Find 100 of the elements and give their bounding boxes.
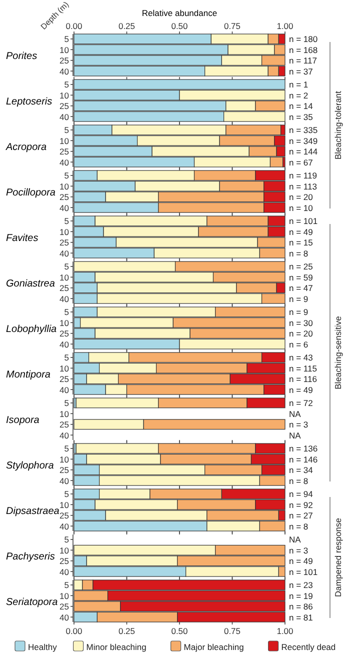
text: n = 43: [289, 352, 313, 363]
y-tick-label: 25: [60, 374, 70, 384]
text: n = 115: [289, 363, 317, 374]
text: Goniastrea: [6, 278, 56, 290]
text: n = 1: [289, 80, 308, 90]
text: n = 8: [289, 521, 308, 532]
x-tick-label: 0.25: [118, 21, 136, 31]
text: Montipora: [6, 370, 51, 380]
legend-item: Recently dead: [268, 640, 336, 652]
y-tick-label: 40: [60, 248, 70, 258]
text: n = 9: [289, 294, 308, 304]
y-tick-label: 40: [60, 430, 70, 440]
x-tick-label: 0.50: [171, 626, 188, 636]
x-tick-label: 0.00: [66, 21, 83, 31]
text: n = 34: [289, 465, 313, 476]
text: Acropora: [5, 142, 48, 153]
x-tick-label: 0.75: [224, 21, 241, 31]
text: n = 15: [289, 238, 313, 248]
y-tick-label: 5: [64, 125, 70, 136]
text: Favites: [6, 233, 38, 244]
y-tick-label: 25: [60, 283, 70, 294]
text: n = 25: [289, 262, 313, 272]
text: n = 81: [289, 612, 313, 622]
y-tick-label: 25: [60, 56, 70, 66]
y-tick-label: 40: [60, 157, 70, 168]
y-tick-label: 10: [60, 363, 70, 374]
text: n = 2: [289, 90, 308, 100]
y-tick-label: 5: [64, 489, 70, 500]
text: Pachyseris: [6, 552, 55, 562]
text: n = 49: [289, 384, 313, 395]
y-tick-label: 40: [60, 339, 70, 350]
y-tick-label: 40: [60, 202, 70, 213]
y-tick-label: 40: [60, 521, 70, 532]
text: n = 6: [289, 339, 308, 350]
text: n = 116: [289, 374, 317, 384]
y-tick-label: 5: [64, 444, 70, 454]
text: n = 20: [289, 328, 313, 339]
text: n = 119: [289, 170, 317, 181]
text: n = 49: [289, 226, 313, 237]
y-tick-label: 25: [60, 602, 70, 612]
text: n = 180: [289, 34, 318, 44]
y-tick-label: 25: [60, 420, 70, 430]
x-tick-label: 1.00: [276, 626, 294, 636]
y-tick-label: 25: [60, 465, 70, 476]
y-tick-label: 10: [60, 136, 70, 146]
y-tick-label: 5: [64, 262, 70, 272]
text: n = 30: [289, 318, 313, 328]
text: Lobophyllia: [6, 324, 58, 335]
y-tick-label: 10: [60, 545, 70, 556]
text: Stylophora: [6, 460, 54, 472]
x-tick-label: 0.75: [224, 626, 241, 636]
text: n = 37: [289, 66, 313, 76]
y-tick-label: 40: [60, 612, 70, 622]
text: n = 20: [289, 192, 313, 202]
text: n = 59: [289, 272, 313, 282]
text: Leptoseris: [6, 96, 52, 108]
y-tick-label: 25: [60, 328, 70, 339]
y-tick-label: 10: [60, 408, 70, 419]
y-tick-label: 40: [60, 66, 70, 76]
text: n = 8: [289, 476, 308, 486]
legend-item: Minor bleaching: [73, 640, 146, 652]
legend-item: Major bleaching: [170, 640, 244, 652]
y-tick-label: 25: [60, 101, 70, 112]
text: Pocillopora: [6, 188, 56, 198]
text: NA: [289, 408, 301, 419]
text: n = 67: [289, 157, 313, 168]
y-tick-label: 10: [60, 44, 70, 55]
text: n = 101: [289, 216, 318, 226]
text: n = 10: [289, 202, 313, 213]
text: NA: [289, 534, 301, 545]
text: n = 92: [289, 500, 313, 510]
text: Isopora: [6, 415, 40, 426]
y-tick-label: 10: [60, 272, 70, 282]
y-tick-label: 5: [64, 170, 70, 181]
text: n = 9: [289, 307, 308, 318]
text: n = 168: [289, 44, 318, 55]
text: n = 23: [289, 580, 313, 590]
text: n = 94: [289, 489, 313, 500]
text: n = 3: [289, 545, 308, 556]
x-tick-label: 0.00: [66, 626, 83, 636]
y-tick-label: 5: [64, 580, 70, 590]
y-tick-label: 10: [60, 181, 70, 192]
text: Dampened response: [333, 518, 343, 597]
y-tick-label: 25: [60, 238, 70, 248]
y-tick-label: 40: [60, 294, 70, 304]
text: n = 335: [289, 125, 318, 136]
text: NA: [289, 430, 301, 440]
y-tick-label: 40: [60, 566, 70, 577]
y-tick-label: 40: [60, 112, 70, 122]
text: Dipsastraea: [6, 506, 60, 517]
text: Seriatopora: [6, 597, 58, 608]
y-tick-label: 5: [64, 80, 70, 90]
text: n = 86: [289, 602, 313, 612]
text: n = 49: [289, 556, 313, 566]
legend-label: Healthy: [28, 642, 58, 652]
y-tick-label: 5: [64, 307, 70, 318]
text: Bleaching-sensitive: [333, 316, 343, 390]
text: n = 72: [289, 398, 313, 408]
y-tick-label: 25: [60, 146, 70, 157]
text: Bleaching-tolerant: [333, 90, 343, 160]
